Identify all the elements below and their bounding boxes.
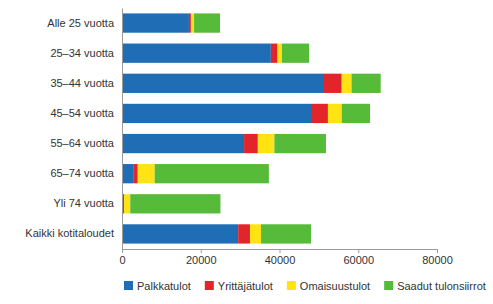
tick: 55–64 vuotta xyxy=(50,137,122,149)
tick-mark xyxy=(437,249,438,253)
tick-label: 80000 xyxy=(422,254,453,266)
legend-label: Saadut tulonsiirrot xyxy=(397,280,486,292)
bar xyxy=(274,134,326,153)
tick-label: 20000 xyxy=(186,254,217,266)
bar xyxy=(155,164,269,183)
tick-mark xyxy=(280,249,281,253)
bar xyxy=(342,104,370,123)
legend-swatch xyxy=(124,281,133,290)
tick-label: 45–54 vuotta xyxy=(50,107,114,119)
bar xyxy=(328,104,342,123)
legend: Palkkatulot Yrittäjätulot Omaisuustulot Saa… xyxy=(124,280,486,292)
tick-label: Alle 25 vuotta xyxy=(47,17,115,29)
bar xyxy=(271,44,278,63)
tick-mark xyxy=(201,249,202,253)
tick-label: 25–34 vuotta xyxy=(50,47,114,59)
series xyxy=(124,13,352,243)
bar xyxy=(261,224,311,243)
series xyxy=(122,13,324,243)
tick-label: 65–74 vuotta xyxy=(50,167,114,179)
tick: 35–44 vuotta xyxy=(50,77,122,89)
plot: 0 20000 40000 60000 80000 Alle 25 vuotta 25–34… xyxy=(25,9,452,266)
bar xyxy=(258,134,275,153)
tick: 45–54 vuotta xyxy=(50,107,122,119)
tick-label: Yli 74 vuotta xyxy=(53,197,114,209)
bar xyxy=(194,13,220,32)
tick-mark xyxy=(358,249,359,253)
bar xyxy=(122,104,311,123)
x-axis: 0 20000 40000 60000 80000 xyxy=(119,249,452,266)
legend-label: Palkkatulot xyxy=(137,280,191,292)
bar xyxy=(342,74,352,93)
tick-label: 60000 xyxy=(343,254,374,266)
bar xyxy=(122,13,189,32)
bar xyxy=(324,74,342,93)
legend-item: Palkkatulot xyxy=(124,280,191,292)
bar xyxy=(122,164,134,183)
bar xyxy=(191,13,194,32)
tick: 25–34 vuotta xyxy=(50,47,122,59)
bar xyxy=(130,194,220,213)
series xyxy=(123,13,342,243)
legend-swatch xyxy=(287,281,296,290)
bars xyxy=(122,13,381,243)
bar xyxy=(278,44,282,63)
tick: 60000 xyxy=(343,249,374,266)
chart: 0 20000 40000 60000 80000 Alle 25 vuotta 25–34… xyxy=(0,0,493,304)
axis-line xyxy=(122,9,123,250)
tick: 0 xyxy=(119,249,125,266)
legend-label: Omaisuustulot xyxy=(300,280,370,292)
legend-item: Saadut tulonsiirrot xyxy=(384,280,486,292)
bar xyxy=(122,44,271,63)
legend-item: Omaisuustulot xyxy=(287,280,370,292)
axis-line xyxy=(123,250,438,254)
bar xyxy=(134,164,138,183)
bar xyxy=(352,74,381,93)
tick-label: 40000 xyxy=(265,254,296,266)
legend-item: Yrittäjätulot xyxy=(205,280,273,292)
tick: Kaikki kotitaloudet xyxy=(25,227,122,239)
tick: 20000 xyxy=(186,249,217,266)
tick-label: 35–44 vuotta xyxy=(50,77,114,89)
bar xyxy=(122,74,324,93)
tick-label: 55–64 vuotta xyxy=(50,137,114,149)
bar xyxy=(250,224,261,243)
bar xyxy=(124,194,130,213)
bar xyxy=(122,224,238,243)
bar xyxy=(244,134,258,153)
tick-label: 0 xyxy=(119,254,125,266)
series xyxy=(130,13,380,243)
bar xyxy=(138,164,155,183)
bar xyxy=(282,44,309,63)
bar xyxy=(189,13,191,32)
tick-label: Kaikki kotitaloudet xyxy=(25,227,114,239)
tick: 40000 xyxy=(265,249,296,266)
tick: Alle 25 vuotta xyxy=(47,17,122,29)
tick: Yli 74 vuotta xyxy=(53,197,122,209)
legend-label: Yrittäjätulot xyxy=(218,280,273,292)
bar xyxy=(122,134,244,153)
legend-swatch xyxy=(384,281,393,290)
bar xyxy=(238,224,250,243)
legend-swatch xyxy=(205,281,214,290)
y-axis: Alle 25 vuotta 25–34 vuotta 35–44 vuotta 45… xyxy=(25,9,122,250)
tick: 65–74 vuotta xyxy=(50,167,122,179)
tick: 80000 xyxy=(422,249,453,266)
bar xyxy=(311,104,328,123)
tick-mark xyxy=(122,249,123,253)
